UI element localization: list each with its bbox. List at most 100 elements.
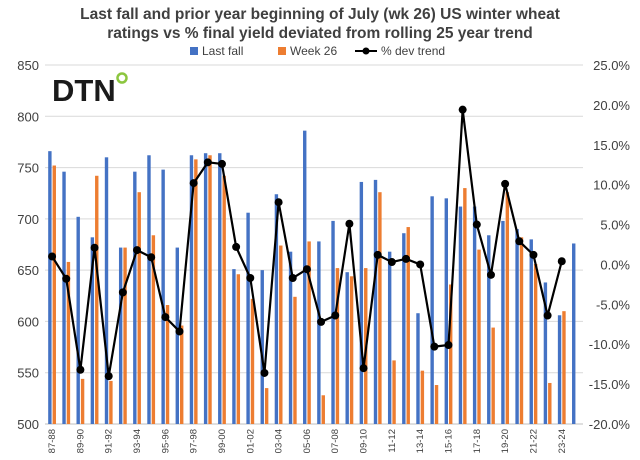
y-left-tick-label: 850 (17, 58, 39, 73)
bar-last-fall (359, 181, 364, 424)
trend-point (387, 258, 396, 267)
dtn-logo-text: DTN (52, 73, 116, 108)
bar-last-fall (232, 269, 236, 424)
y-left-tick-label: 750 (17, 161, 39, 176)
bar-week-26 (52, 165, 56, 424)
y-right-tick-label: -15.0% (589, 377, 631, 392)
bar-week-26 (449, 284, 453, 424)
x-tick-label: 89-90 (75, 429, 86, 453)
bar-last-fall (288, 251, 293, 424)
bar-last-fall (303, 130, 307, 424)
dtn-logo-dot-icon (116, 72, 128, 84)
trend-point (161, 313, 170, 322)
y-left-tick-label: 800 (17, 109, 39, 124)
bar-last-fall (472, 206, 477, 424)
trend-point (62, 274, 71, 283)
trend-point (345, 219, 354, 228)
bar-last-fall (260, 270, 264, 424)
bar-week-26 (66, 261, 71, 424)
bar-week-26 (137, 192, 141, 424)
bar-week-26 (463, 188, 467, 424)
bar-week-26 (208, 155, 212, 424)
bar-last-fall (218, 153, 222, 424)
trend-point (147, 253, 156, 262)
trend-point (246, 274, 255, 283)
x-tick-label: 95-96 (160, 429, 171, 453)
x-tick-label: 19-20 (500, 429, 511, 453)
bar-last-fall (90, 237, 95, 424)
bar-week-26 (264, 388, 269, 424)
trend-point (104, 372, 113, 381)
bar-week-26 (222, 175, 226, 424)
trend-point (543, 311, 552, 320)
y-right-tick-label: 15.0% (593, 138, 630, 153)
trend-point (288, 274, 297, 283)
legend-swatch-last-fall (190, 47, 198, 55)
bar-week-26 (562, 311, 566, 424)
bar-week-26 (293, 296, 297, 424)
x-tick-label: 11-12 (387, 429, 398, 453)
trend-point (90, 243, 99, 252)
trend-point (444, 341, 453, 350)
trend-point (402, 254, 411, 263)
bar-last-fall (76, 216, 80, 424)
bar-week-26 (519, 237, 524, 424)
bar-week-26 (250, 298, 255, 424)
legend-swatch-week-26 (278, 47, 286, 55)
bar-last-fall (246, 212, 250, 424)
bar-last-fall (373, 179, 378, 424)
y-right-tick-label: 10.0% (593, 178, 630, 193)
bar-last-fall (557, 315, 562, 424)
bar-last-fall (543, 282, 548, 424)
bar-last-fall (203, 153, 208, 424)
bar-week-26 (434, 385, 439, 424)
bar-week-26 (165, 305, 170, 424)
x-tick-label: 97-98 (189, 429, 200, 453)
x-tick-label: 07-08 (330, 429, 341, 453)
trend-point (529, 250, 538, 259)
trend-point (515, 237, 524, 246)
y-right-tick-label: -5.0% (596, 297, 630, 312)
y-right-tick-label: 25.0% (593, 58, 630, 73)
bar-last-fall (487, 235, 491, 424)
trend-point (486, 270, 495, 279)
x-tick-label: 23-24 (557, 429, 568, 453)
bar-week-26 (477, 249, 481, 424)
bar-week-26 (180, 325, 184, 424)
x-tick-label: 93-94 (132, 429, 143, 453)
axes: 500 550 600 650 700 750 800 850 -20.0% -15.0% -10.… (17, 58, 630, 453)
bar-week-26 (151, 235, 156, 424)
bar-week-26 (533, 263, 538, 424)
x-tick-label: 91-92 (104, 429, 115, 453)
trend-point (557, 257, 566, 266)
legend-marker-trend (362, 47, 370, 55)
bar-week-26 (123, 247, 127, 424)
trend-point (359, 364, 368, 373)
trend-point (175, 327, 184, 336)
y-right-tick-label: 5.0% (600, 218, 630, 233)
bar-last-fall (387, 251, 392, 424)
x-tick-label: 03-04 (274, 429, 285, 453)
trend-point (133, 246, 142, 255)
legend-label-last-fall: Last fall (202, 44, 243, 58)
trend-point (317, 317, 326, 326)
trend-point (302, 265, 311, 274)
trend-point (331, 311, 340, 320)
bar-last-fall (175, 247, 179, 424)
bar-last-fall (104, 157, 109, 425)
y-left-tick-label: 500 (17, 417, 39, 432)
bar-last-fall (515, 229, 519, 424)
bar-week-26 (236, 274, 241, 424)
trend-point (217, 159, 226, 168)
trend-point (373, 250, 382, 259)
dtn-logo: DTN (52, 72, 128, 108)
legend-label-trend: % dev trend (381, 44, 445, 58)
bar-week-26 (109, 380, 113, 424)
y-left-tick-label: 650 (17, 263, 39, 278)
trend-point (501, 179, 510, 188)
bar-week-26 (335, 268, 340, 424)
bar-week-26 (378, 192, 382, 424)
chart-title-line-1: Last fall and prior year beginning of Ju… (80, 6, 560, 23)
y-right-tick-label: 20.0% (593, 98, 630, 113)
